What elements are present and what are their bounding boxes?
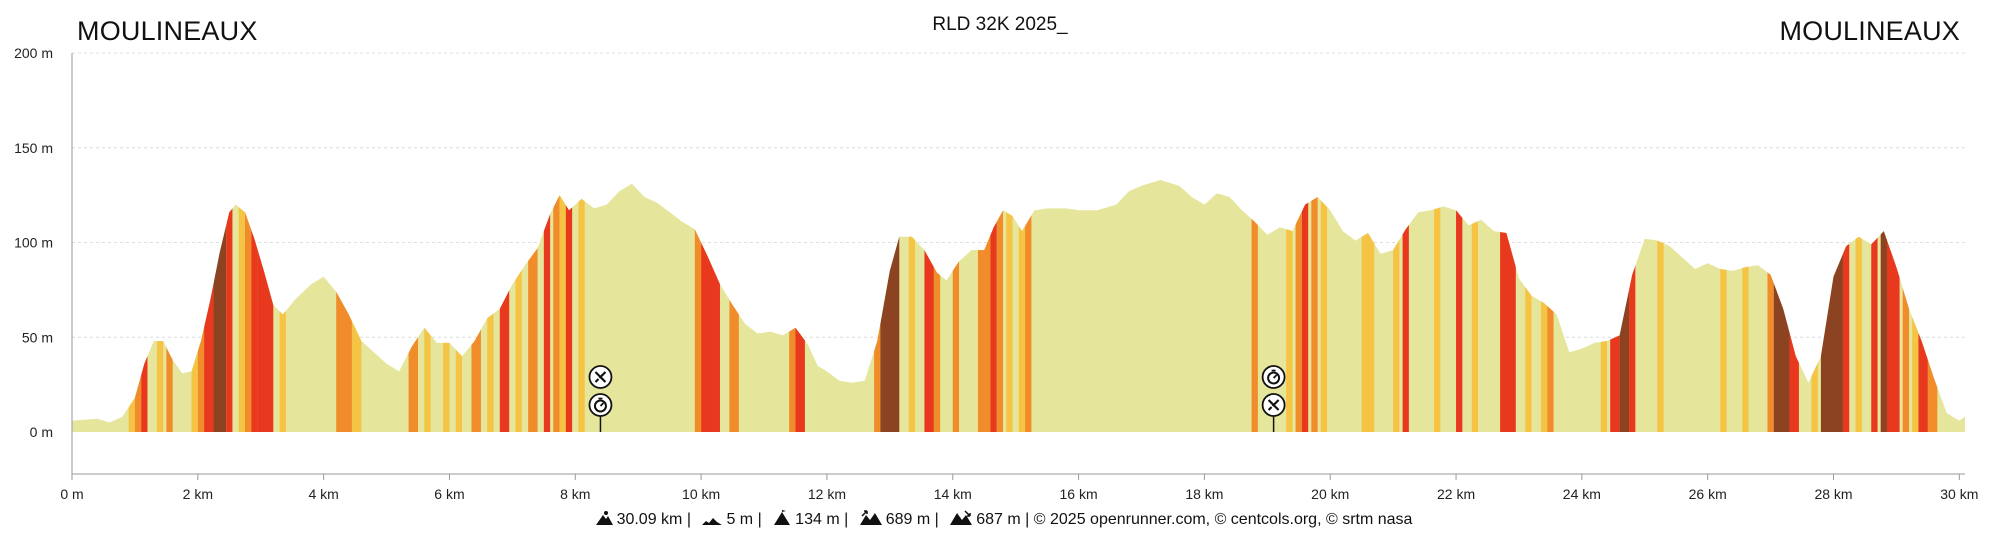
slope-segment bbox=[565, 180, 573, 432]
x-tick-label: 4 km bbox=[308, 486, 338, 502]
slope-segment bbox=[515, 180, 522, 432]
x-tick-label: 22 km bbox=[1437, 486, 1475, 502]
x-tick-label: 30 km bbox=[1940, 486, 1978, 502]
slope-segment bbox=[1251, 180, 1258, 432]
slope-segment bbox=[1006, 180, 1013, 432]
x-tick-label: 28 km bbox=[1814, 486, 1852, 502]
aid-station-icon bbox=[588, 365, 613, 389]
descent-icon bbox=[950, 510, 973, 525]
x-tick-label: 20 km bbox=[1311, 486, 1349, 502]
y-tick-label: 100 m bbox=[14, 235, 53, 251]
x-tick-label: 18 km bbox=[1185, 486, 1223, 502]
slope-segment bbox=[1871, 180, 1878, 432]
slope-segment bbox=[1902, 180, 1910, 432]
slope-segment bbox=[245, 180, 252, 432]
slope-segment bbox=[933, 180, 941, 432]
slope-segment bbox=[1311, 180, 1318, 432]
timing-icon bbox=[588, 393, 613, 417]
route-stats-footer: 30.09 km | 5 m | 134 m | 689 m | 687 m |… bbox=[0, 510, 2000, 529]
slope-segment bbox=[238, 180, 246, 432]
elevation-profile-chart: 0 m 50 m 100 m 150 m 200 m 0 m 2 km 4 km 6 km 8 k… bbox=[14, 45, 1978, 502]
distance-value: 30.09 km bbox=[616, 511, 683, 528]
x-tick-label: 26 km bbox=[1689, 486, 1727, 502]
slope-segment bbox=[952, 180, 960, 432]
chart-title: RLD 32K 2025_ bbox=[932, 14, 1068, 35]
x-tick-label: 24 km bbox=[1563, 486, 1601, 502]
slope-segment bbox=[1855, 180, 1862, 432]
slope-segment bbox=[1525, 180, 1532, 432]
slope-segment bbox=[1842, 180, 1850, 432]
y-tick-label: 0 m bbox=[30, 424, 53, 440]
max-elevation-value: 134 m bbox=[795, 511, 840, 528]
x-tick-label: 14 km bbox=[934, 486, 972, 502]
y-tick-label: 50 m bbox=[22, 329, 53, 345]
x-tick-label: 8 km bbox=[560, 486, 590, 502]
slope-segment bbox=[1540, 180, 1548, 432]
slope-segment bbox=[1018, 180, 1026, 432]
credits-text: © 2025 openrunner.com, © centcols.org, ©… bbox=[1033, 511, 1413, 528]
timing-icon bbox=[1261, 365, 1286, 389]
y-tick-label: 150 m bbox=[14, 140, 53, 156]
slope-segment bbox=[578, 180, 585, 432]
slope-segment bbox=[996, 180, 1004, 432]
slope-segment bbox=[1286, 180, 1293, 432]
x-tick-label: 10 km bbox=[682, 486, 720, 502]
slope-segment bbox=[499, 180, 510, 432]
max-elevation-icon bbox=[774, 510, 791, 525]
slope-segment bbox=[694, 180, 702, 432]
slope-segment bbox=[1456, 180, 1463, 432]
slope-segment bbox=[251, 180, 258, 432]
x-tick-label: 16 km bbox=[1060, 486, 1098, 502]
slope-segment bbox=[1742, 180, 1749, 432]
descent-value: 687 m bbox=[976, 511, 1021, 528]
slope-segment bbox=[1629, 180, 1636, 432]
ascent-icon bbox=[859, 510, 882, 525]
slope-segment bbox=[1471, 180, 1479, 432]
slope-segment bbox=[553, 180, 560, 432]
aid-station-icon bbox=[1261, 393, 1286, 417]
slope-segment bbox=[543, 180, 551, 432]
slope-segment bbox=[1320, 180, 1328, 432]
x-tick-label: 6 km bbox=[434, 486, 464, 502]
slope-segment bbox=[908, 180, 916, 432]
slope-segment bbox=[1767, 180, 1774, 432]
start-location-label: MOULINEAUX bbox=[77, 16, 258, 46]
slope-segment bbox=[1657, 180, 1664, 432]
slope-segment bbox=[1402, 180, 1409, 432]
x-tick-label: 2 km bbox=[183, 486, 213, 502]
slope-segment bbox=[990, 180, 997, 432]
slope-segment bbox=[924, 180, 934, 432]
slope-segment bbox=[1361, 180, 1375, 432]
slope-segment bbox=[1393, 180, 1400, 432]
slope-segment bbox=[1301, 180, 1309, 432]
x-tick-label: 12 km bbox=[808, 486, 846, 502]
slope-segment bbox=[226, 180, 233, 432]
y-tick-label: 200 m bbox=[14, 45, 53, 61]
x-tick-label: 0 m bbox=[60, 486, 83, 502]
slope-segment bbox=[1025, 180, 1032, 432]
slope-segment bbox=[1295, 180, 1302, 432]
distance-icon bbox=[595, 511, 613, 525]
slope-segment bbox=[213, 180, 227, 432]
min-elevation-icon bbox=[702, 518, 723, 525]
slope-segment bbox=[1434, 180, 1441, 432]
slope-segment bbox=[1720, 180, 1727, 432]
slope-segment bbox=[528, 180, 538, 432]
slope-segment bbox=[1880, 180, 1887, 432]
min-elevation-value: 5 m bbox=[726, 511, 754, 528]
slope-segment bbox=[559, 180, 566, 432]
end-location-label: MOULINEAUX bbox=[1779, 16, 1960, 46]
ascent-value: 689 m bbox=[885, 511, 931, 528]
